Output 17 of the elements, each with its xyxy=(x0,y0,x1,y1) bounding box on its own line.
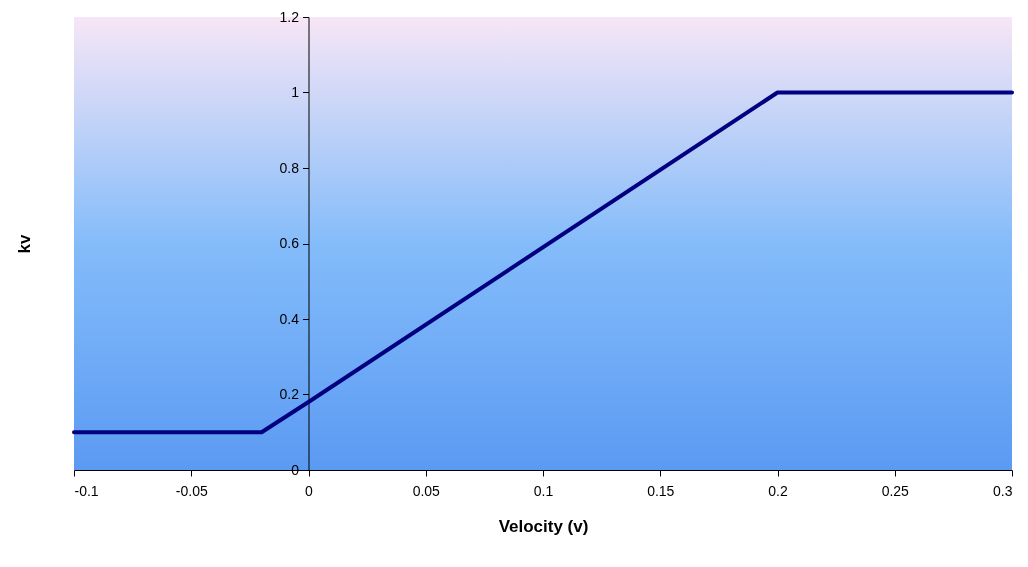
x-tick-label: 0.25 xyxy=(881,482,910,499)
x-tick-label: -0.1 xyxy=(74,482,99,499)
x-tick-label: 0.1 xyxy=(533,482,554,499)
x-axis-title: Velocity (v) xyxy=(498,516,589,536)
x-tick-label: 0.2 xyxy=(768,482,788,499)
y-tick-label: 0.4 xyxy=(279,310,300,327)
y-tick-label: 0.6 xyxy=(279,235,300,251)
x-tick-label: 0.05 xyxy=(412,482,441,499)
x-tick-label: 0.15 xyxy=(647,482,675,499)
x-tick-label: 0.3 xyxy=(993,482,1013,499)
y-tick-label: 1.2 xyxy=(279,8,300,25)
y-tick-label: 1 xyxy=(291,84,300,100)
y-axis-title: kv xyxy=(14,234,34,254)
y-tick-label: 0.8 xyxy=(279,159,300,176)
y-tick-label: 0.2 xyxy=(279,386,300,402)
x-tick-label: 0 xyxy=(305,482,314,499)
x-tick-label: -0.05 xyxy=(175,482,208,499)
